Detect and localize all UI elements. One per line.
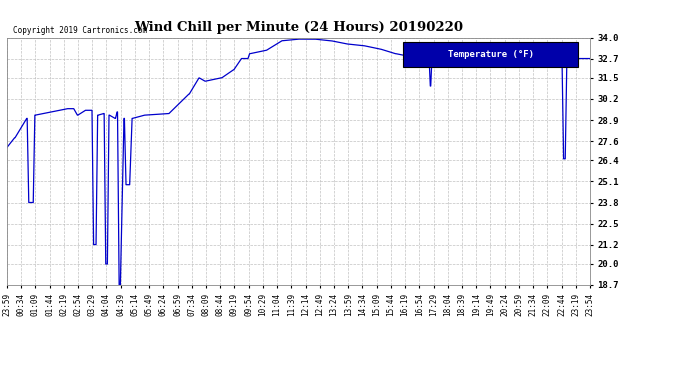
Text: Temperature (°F): Temperature (°F) [448,50,534,59]
FancyBboxPatch shape [404,42,578,67]
Text: Copyright 2019 Cartronics.com: Copyright 2019 Cartronics.com [12,26,147,35]
Title: Wind Chill per Minute (24 Hours) 20190220: Wind Chill per Minute (24 Hours) 2019022… [134,21,463,33]
